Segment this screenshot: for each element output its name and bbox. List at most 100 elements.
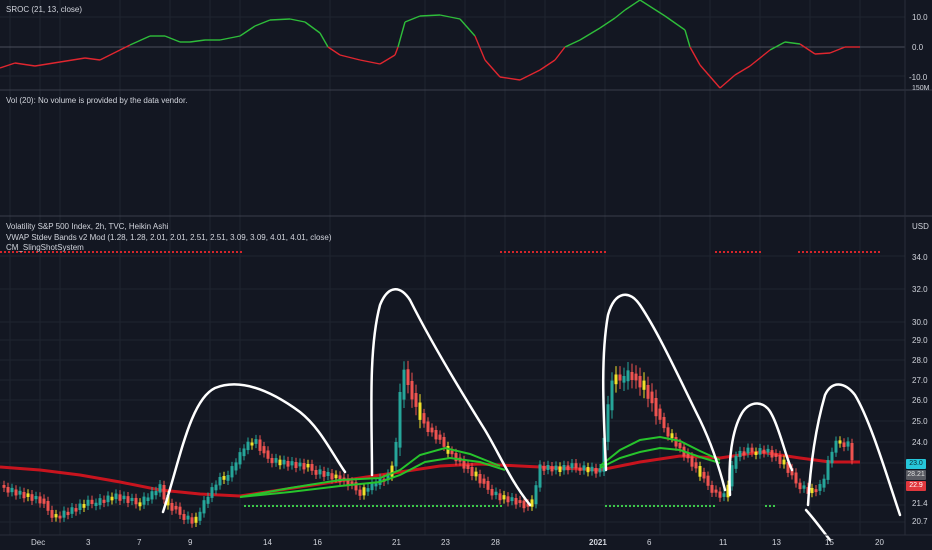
slingshot-green-dot: [677, 505, 679, 507]
candle-body: [494, 491, 498, 496]
candle-body: [394, 442, 398, 467]
candle-body: [82, 504, 86, 508]
sroc-segment: [0, 62, 16, 69]
slingshot-green-dot: [701, 505, 703, 507]
candle-body: [302, 463, 306, 470]
slingshot-green-dot: [324, 505, 326, 507]
x-tick-6: 6: [647, 538, 652, 547]
candle-body: [482, 478, 486, 484]
x-tick-21: 21: [392, 538, 401, 547]
slingshot-red-dot: [548, 251, 550, 253]
sroc-segment: [499, 76, 521, 81]
slingshot-red-dot: [504, 251, 506, 253]
slingshot-red-dot: [136, 251, 138, 253]
sroc-segment: [319, 32, 329, 48]
candle-body: [774, 453, 778, 457]
slingshot-green-dot: [452, 505, 454, 507]
sroc-segment: [749, 49, 771, 67]
slingshot-green-dot: [713, 505, 715, 507]
candle-body: [198, 511, 202, 521]
slingshot-green-dot: [360, 505, 362, 507]
candle-body: [314, 470, 318, 475]
candle-body: [502, 495, 506, 500]
slingshot-green-dot: [689, 505, 691, 507]
candle-body: [406, 369, 410, 385]
candle-body: [134, 497, 138, 505]
candle-body: [546, 465, 550, 470]
slingshot-red-dot: [715, 251, 717, 253]
slingshot-red-dot: [184, 251, 186, 253]
sroc-segment: [269, 18, 291, 21]
slingshot-red-dot: [100, 251, 102, 253]
sroc-segment: [84, 57, 101, 61]
sroc-segment: [484, 59, 501, 78]
slingshot-green-dot: [765, 505, 767, 507]
slingshot-green-dot: [629, 505, 631, 507]
slingshot-red-dot: [588, 251, 590, 253]
candle-body: [362, 487, 366, 496]
x-tick-11: 11: [719, 538, 728, 547]
candle-body: [402, 369, 406, 400]
slingshot-green-dot: [464, 505, 466, 507]
slingshot-red-dot: [584, 251, 586, 253]
slingshot-red-dot: [16, 251, 18, 253]
slingshot-green-dot: [332, 505, 334, 507]
price-tick-27: 27.0: [912, 376, 928, 385]
slingshot-red-dot: [838, 251, 840, 253]
candle-body: [794, 472, 798, 484]
slingshot-markers: [0, 251, 880, 507]
slingshot-green-dot: [288, 505, 290, 507]
slingshot-red-dot: [168, 251, 170, 253]
slingshot-red-dot: [132, 251, 134, 253]
candle-body: [670, 433, 674, 439]
slingshot-red-dot: [806, 251, 808, 253]
candle-body: [642, 380, 646, 390]
sroc-segment: [304, 21, 321, 34]
slingshot-green-dot: [384, 505, 386, 507]
candle-body: [86, 499, 90, 506]
slingshot-green-dot: [388, 505, 390, 507]
slingshot-green-dot: [396, 505, 398, 507]
sroc-segment: [784, 41, 801, 45]
candle-body: [710, 485, 714, 493]
sroc-segment: [439, 14, 461, 20]
candle-body: [462, 460, 466, 469]
slingshot-green-dot: [705, 505, 707, 507]
candle-body: [234, 462, 238, 471]
sroc-segment: [614, 9, 626, 19]
candle-body: [146, 497, 150, 501]
candle-body: [686, 452, 690, 459]
sroc-segment: [119, 44, 131, 51]
slingshot-green-dot: [436, 505, 438, 507]
slingshot-green-dot: [653, 505, 655, 507]
candle-body: [766, 448, 770, 453]
slingshot-green-dot: [440, 505, 442, 507]
candle-body: [322, 471, 326, 477]
slingshot-red-dot: [112, 251, 114, 253]
slingshot-green-dot: [428, 505, 430, 507]
candle-body: [70, 507, 74, 514]
candle-body: [118, 494, 122, 501]
price-tick-32: 32.0: [912, 285, 928, 294]
slingshot-green-dot: [372, 505, 374, 507]
candle-body: [102, 499, 106, 503]
candle-body: [230, 466, 234, 478]
candle-body: [470, 467, 474, 476]
candle-body: [702, 471, 706, 479]
candle-body: [714, 489, 718, 493]
slingshot-red-dot: [520, 251, 522, 253]
candle-body: [222, 476, 226, 480]
slingshot-red-dot: [592, 251, 594, 253]
candle-body: [446, 446, 450, 454]
sroc-segment: [689, 46, 701, 66]
slingshot-green-dot: [276, 505, 278, 507]
sroc-segment: [799, 43, 816, 55]
candle-body: [834, 440, 838, 453]
slingshot-green-dot: [312, 505, 314, 507]
candle-body: [554, 465, 558, 471]
sroc-segment: [327, 46, 341, 56]
sroc-segment: [769, 41, 786, 51]
annotation-arc: [806, 383, 902, 517]
candle-body: [518, 500, 522, 504]
candle-body: [822, 478, 826, 488]
